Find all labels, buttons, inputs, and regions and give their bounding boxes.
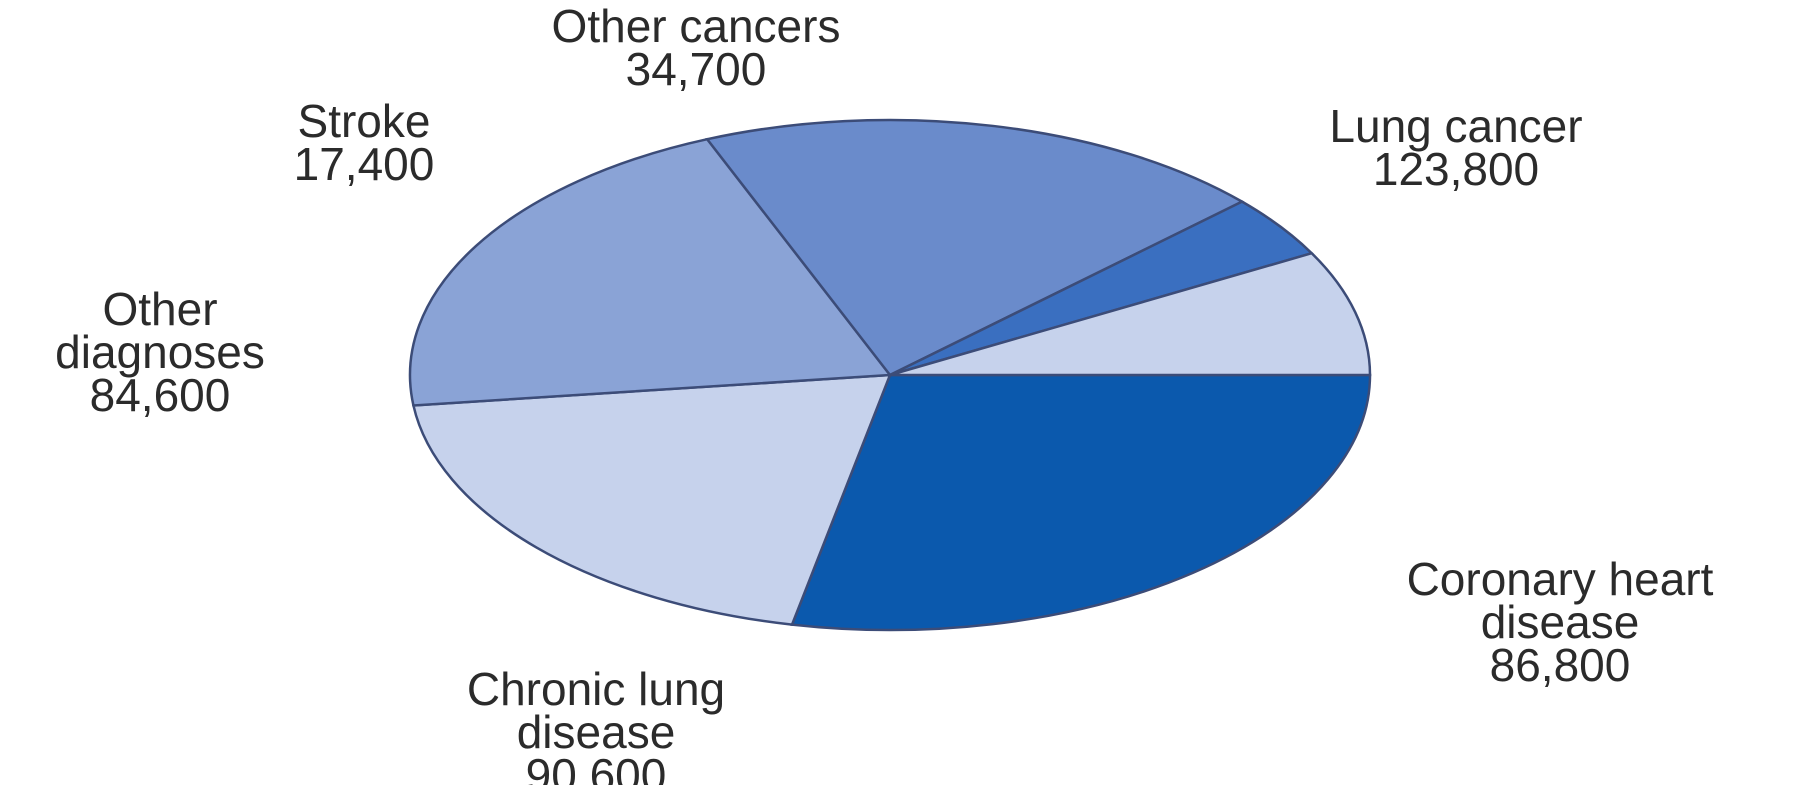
slice-name-coronary-heart-disease: Coronary heart <box>1407 553 1714 605</box>
slice-value-other-diagnoses: 84,600 <box>90 369 231 421</box>
pie-slices <box>408 118 1372 632</box>
pie-slice-lung-cancer <box>790 373 1372 632</box>
pie-slice-other-cancers <box>889 251 1372 377</box>
pie-slice-chronic-lung-disease <box>408 137 893 407</box>
pie-slice-other-diagnoses <box>705 118 1245 377</box>
slice-value-other-cancers: 34,700 <box>626 43 767 95</box>
slice-name-lung-cancer: Lung cancer <box>1329 100 1582 152</box>
slice-name-other-cancers: Other cancers <box>552 0 841 52</box>
slice-value-lung-cancer: 123,800 <box>1373 143 1539 195</box>
slice-name-other-diagnoses: diagnoses <box>55 326 265 378</box>
slice-name-other-diagnoses: Other <box>102 283 217 335</box>
slice-name-coronary-heart-disease: disease <box>1481 596 1640 648</box>
slice-value-chronic-lung-disease: 90,600 <box>526 749 667 785</box>
slice-name-chronic-lung-disease: disease <box>517 706 676 758</box>
slice-name-stroke: Stroke <box>298 95 431 147</box>
pie-slice-coronary-heart-disease <box>411 373 892 626</box>
slice-name-chronic-lung-disease: Chronic lung <box>467 663 725 715</box>
slice-value-coronary-heart-disease: 86,800 <box>1490 639 1631 691</box>
slice-value-stroke: 17,400 <box>294 138 435 190</box>
